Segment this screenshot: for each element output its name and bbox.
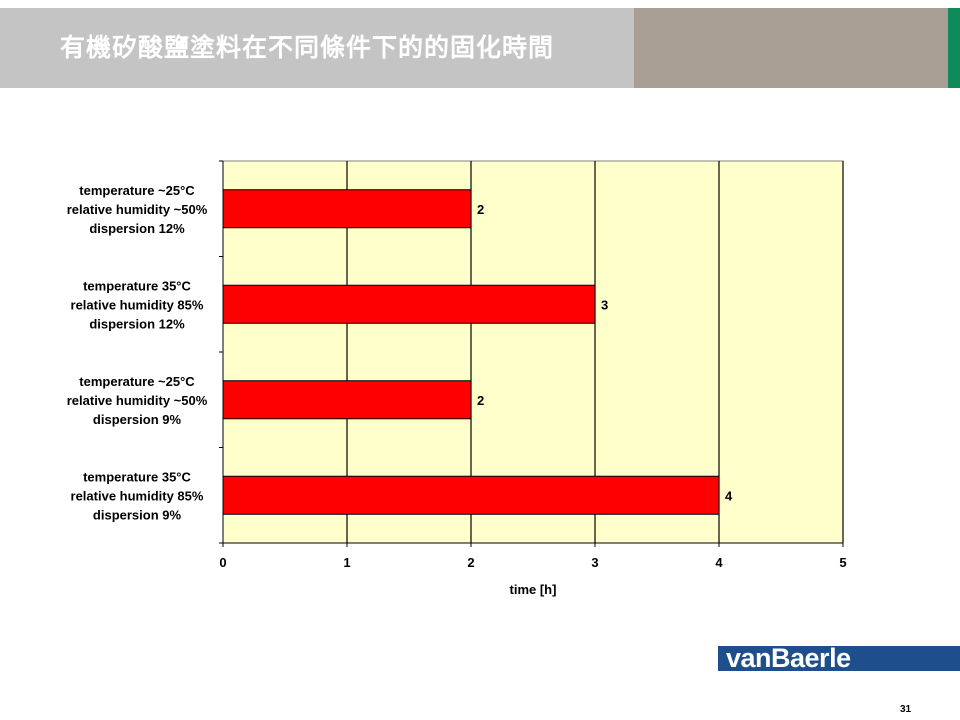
labels: 2 temperature ~25°C relative humidity ~50%… — [67, 183, 847, 597]
category-label-3: temperature ~25°C relative humidity ~50% d… — [67, 374, 208, 427]
data-label-1: 2 — [477, 202, 484, 217]
data-label-2: 3 — [601, 297, 608, 312]
axes — [219, 160, 844, 547]
category-label-1: temperature ~25°C relative humidity ~50% d… — [67, 183, 208, 236]
category-label-2-line-1: temperature 35°C — [83, 278, 191, 293]
slide-title: 有機矽酸鹽塗料在不同條件下的的固化時間 — [60, 33, 555, 62]
category-label-2-line-2: relative humidity 85% — [71, 297, 204, 312]
title-band — [0, 8, 634, 88]
category-label-1-line-1: temperature ~25°C — [79, 183, 195, 198]
data-label-3: 2 — [477, 393, 484, 408]
x-axis-title: time [h] — [510, 582, 557, 597]
x-tick-label-1: 1 — [343, 555, 350, 570]
title-accent-block — [634, 8, 948, 88]
category-label-3-line-3: dispersion 9% — [93, 412, 182, 427]
x-tick-label-4: 4 — [715, 555, 723, 570]
x-tick-label-2: 2 — [467, 555, 474, 570]
category-label-1-line-2: relative humidity ~50% — [67, 202, 208, 217]
brand-logo-text: vanBaerle — [726, 643, 851, 673]
bar-4 — [222, 475, 720, 515]
x-tick-label-3: 3 — [591, 555, 598, 570]
category-label-2-line-3: dispersion 12% — [89, 316, 185, 331]
page-number: 31 — [900, 704, 912, 715]
category-label-2: temperature 35°C relative humidity 85% dis… — [71, 278, 204, 331]
category-label-1-line-3: dispersion 12% — [89, 221, 185, 236]
category-label-3-line-1: temperature ~25°C — [79, 374, 195, 389]
category-label-4-line-3: dispersion 9% — [93, 507, 182, 522]
brand-logo — [718, 646, 960, 671]
bars — [222, 189, 720, 515]
category-label-3-line-2: relative humidity ~50% — [67, 393, 208, 408]
x-tick-label-0: 0 — [219, 555, 226, 570]
bar-3 — [222, 380, 472, 420]
bar-1 — [222, 189, 472, 229]
x-tick-label-5: 5 — [839, 555, 846, 570]
category-label-4-line-2: relative humidity 85% — [71, 488, 204, 503]
category-label-4-line-1: temperature 35°C — [83, 469, 191, 484]
data-label-4: 4 — [725, 488, 733, 503]
category-label-4: temperature 35°C relative humidity 85% dis… — [71, 469, 204, 522]
title-green-strip — [948, 8, 960, 88]
bar-2 — [222, 284, 596, 324]
